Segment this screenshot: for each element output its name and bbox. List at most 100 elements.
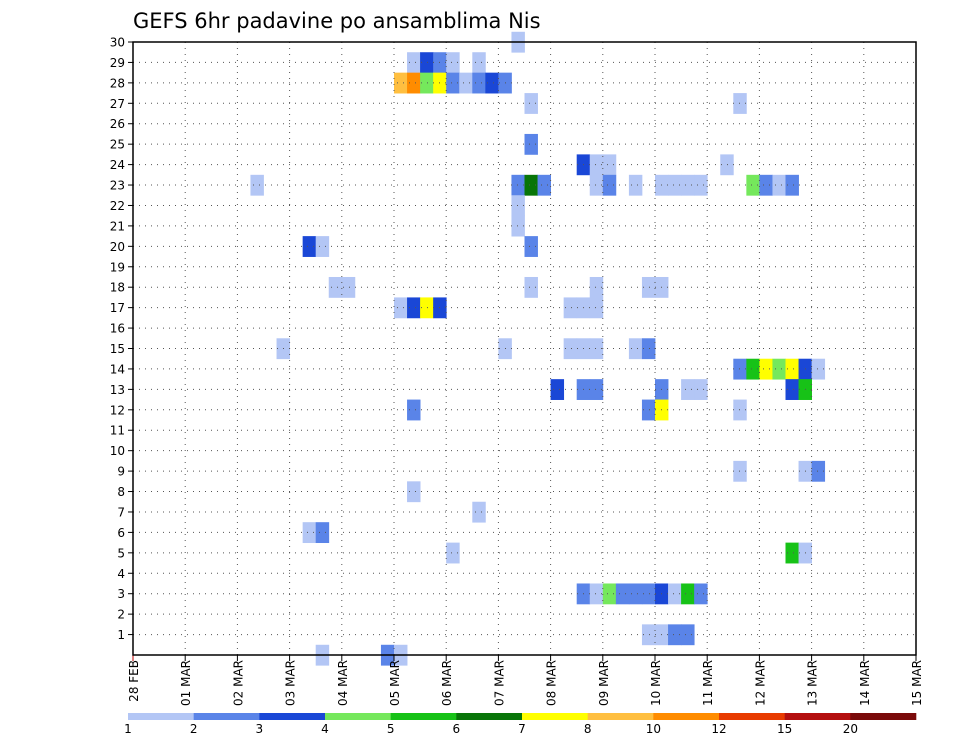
heatmap-cell: [302, 236, 317, 257]
y-tick-label: 3: [117, 587, 125, 601]
x-tick-label: 05 MAR: [388, 660, 402, 706]
heatmap-cell: [589, 583, 604, 605]
heatmap-cell: [511, 174, 525, 196]
heatmap-cell: [681, 174, 695, 196]
heatmap-cell: [563, 338, 578, 360]
y-tick-label: 24: [110, 158, 125, 172]
y-tick-label: 14: [110, 362, 125, 376]
heatmap-cell: [641, 276, 656, 298]
heatmap-cell: [681, 379, 695, 400]
y-tick-label: 22: [110, 199, 125, 213]
colorbar: 1 2 3 4 5 6 7 8 10 12 15 20: [124, 713, 917, 736]
x-tick-label: 06 MAR: [440, 660, 454, 706]
heatmap-cell: [668, 583, 682, 605]
colorbar-swatch: [193, 713, 260, 720]
x-tick-label: 12 MAR: [753, 660, 767, 706]
heatmap-cell: [302, 522, 317, 544]
heatmap-cell: [550, 379, 565, 400]
x-tick-label: 15 MAR: [910, 660, 924, 706]
heatmap-cell: [472, 501, 486, 523]
colorbar-label: 3: [256, 722, 264, 736]
heatmap-cell: [641, 399, 656, 421]
y-tick-label: 8: [117, 485, 125, 499]
x-tick-label: 14 MAR: [858, 660, 872, 706]
colorbar-label: 15: [777, 722, 792, 736]
heatmap-cell: [524, 174, 538, 196]
heatmap-cell: [537, 174, 551, 196]
colorbar-label: 12: [711, 722, 726, 736]
colorbar-label: 8: [584, 722, 592, 736]
heatmap-cell: [511, 215, 525, 237]
heatmap-cell: [628, 583, 643, 605]
heatmap-cell: [472, 72, 486, 94]
heatmap-cell: [602, 154, 617, 176]
y-tick-label: 26: [110, 117, 125, 131]
y-tick-label: 30: [110, 36, 125, 50]
heatmap-cell: [681, 583, 695, 605]
heatmap-cell: [420, 52, 434, 74]
heatmap-cell: [563, 297, 578, 319]
heatmap-cell: [524, 93, 538, 114]
heatmap-cell: [694, 174, 708, 196]
heatmap-cell: [589, 297, 604, 319]
heatmap-cell: [524, 133, 538, 155]
colorbar-label: 6: [453, 722, 461, 736]
heatmap-cell: [341, 276, 356, 298]
y-tick-label: 20: [110, 240, 125, 254]
x-tick-label: 28 FEB: [127, 660, 141, 702]
y-tick-label: 17: [110, 301, 125, 315]
heatmap-cell: [328, 276, 343, 298]
heatmap-cell: [746, 358, 760, 380]
colorbar-swatch: [259, 713, 326, 720]
heatmap-cell: [759, 174, 773, 196]
heatmap-cell: [733, 358, 747, 380]
y-tick-label: 29: [110, 56, 125, 70]
heatmap-cell: [407, 297, 421, 319]
heatmap-cell: [407, 481, 421, 503]
heatmap-cell: [472, 52, 486, 74]
y-tick-label: 25: [110, 138, 125, 152]
heatmap-cell: [394, 297, 408, 319]
x-tick-label: 09 MAR: [597, 660, 611, 706]
heatmap-cell: [589, 276, 604, 298]
heatmap-cell: [315, 522, 330, 544]
colorbar-swatch: [850, 713, 917, 720]
y-tick-label: 19: [110, 260, 125, 274]
heatmap-cell: [446, 72, 460, 94]
heatmap-cell: [785, 174, 799, 196]
heatmap-cell: [407, 399, 421, 421]
heatmap-cell: [641, 583, 656, 605]
heatmap-cell: [628, 174, 643, 196]
x-axis: 28 FEB 01 MAR 02 MAR 03 MAR 04 MAR 05 MAR 06 M…: [127, 655, 924, 706]
heatmap-cell: [811, 358, 826, 380]
heatmap-cell: [772, 358, 786, 380]
colorbar-swatch: [390, 713, 457, 720]
y-tick-label: 16: [110, 322, 125, 336]
y-tick-label: 5: [117, 546, 125, 560]
chart-title: GEFS 6hr padavine po ansamblima Nis: [133, 9, 541, 33]
heatmap-cell: [694, 583, 708, 605]
y-tick-label: 10: [110, 444, 125, 458]
heatmap-cell: [733, 93, 747, 114]
heatmap-cell: [668, 624, 682, 646]
heatmap-cell: [641, 338, 656, 360]
heatmap-cell: [524, 276, 538, 298]
heatmap-cell: [589, 174, 604, 196]
colorbar-swatch: [522, 713, 588, 720]
heatmap-cell: [250, 174, 264, 196]
colorbar-swatch: [128, 713, 194, 720]
heatmap-cell: [420, 72, 434, 94]
colorbar-label: 10: [646, 722, 661, 736]
colorbar-swatch: [325, 713, 391, 720]
colorbar-label: 4: [321, 722, 329, 736]
y-tick-label: 11: [110, 424, 125, 438]
y-tick-label: 9: [117, 465, 125, 479]
y-tick-label: 13: [110, 383, 125, 397]
heatmap-cell: [694, 379, 708, 400]
heatmap-cell: [511, 195, 525, 217]
heatmap-cell: [720, 154, 734, 176]
heatmap-cell: [733, 460, 747, 482]
heatmap-cell: [446, 52, 460, 74]
y-tick-label: 4: [117, 567, 125, 581]
plot-frame: [132, 41, 917, 656]
